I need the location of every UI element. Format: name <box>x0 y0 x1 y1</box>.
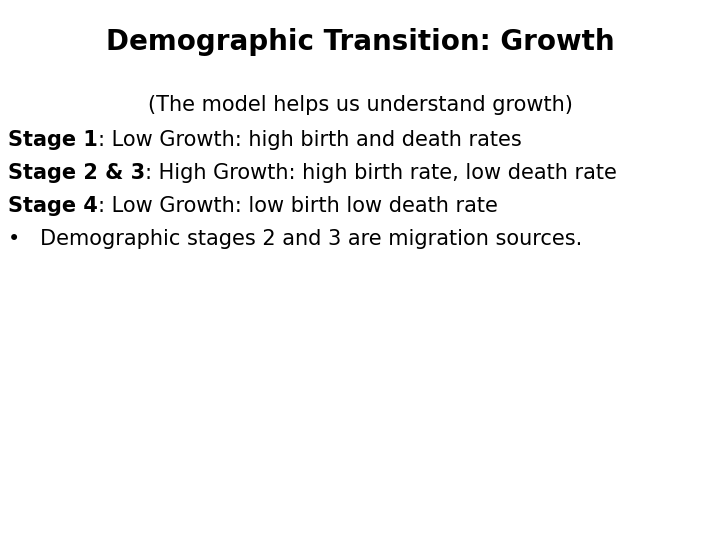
Text: Stage 1: Stage 1 <box>8 130 98 150</box>
Text: : High Growth: high birth rate, low death rate: : High Growth: high birth rate, low deat… <box>145 163 617 183</box>
Text: Stage 4: Stage 4 <box>8 196 98 216</box>
Text: : Low Growth: high birth and death rates: : Low Growth: high birth and death rates <box>98 130 521 150</box>
Text: : Low Growth: low birth low death rate: : Low Growth: low birth low death rate <box>98 196 498 216</box>
Text: Demographic Transition: Growth: Demographic Transition: Growth <box>106 28 614 56</box>
Text: Stage 2 & 3: Stage 2 & 3 <box>8 163 145 183</box>
Text: (The model helps us understand growth): (The model helps us understand growth) <box>148 95 572 115</box>
Text: •   Demographic stages 2 and 3 are migration sources.: • Demographic stages 2 and 3 are migrati… <box>8 229 582 249</box>
